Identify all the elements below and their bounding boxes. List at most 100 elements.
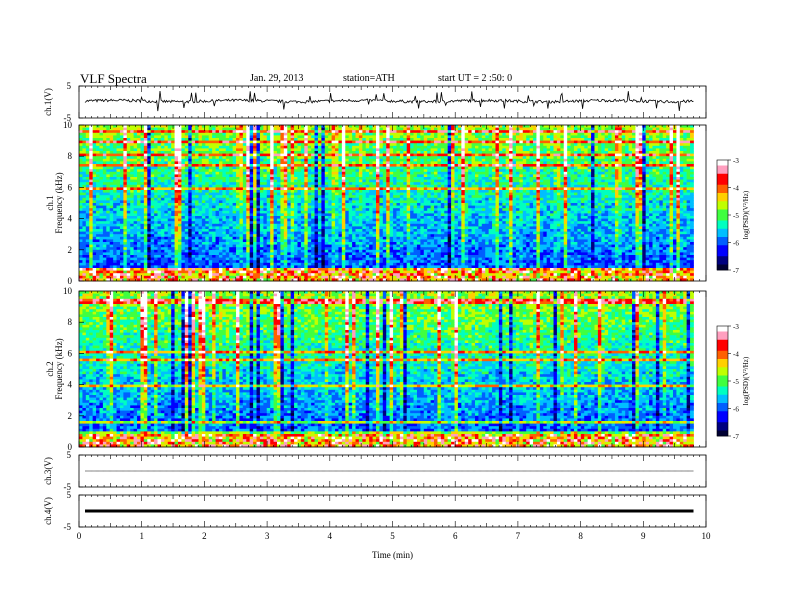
- spectrogram-cell: [454, 161, 459, 165]
- spectrogram-cell: [355, 166, 360, 170]
- spectrogram-cell: [324, 182, 329, 186]
- spectrogram-cell: [195, 125, 199, 128]
- spectrogram-cell: [273, 166, 278, 170]
- spectrogram-cell: [505, 174, 510, 178]
- spectrogram-cell: [526, 171, 531, 175]
- spectrogram-cell: [369, 153, 373, 157]
- spectrogram-cell: [529, 148, 534, 152]
- spectrogram-cell: [632, 169, 636, 173]
- spectrogram-cell: [522, 174, 527, 178]
- spectrogram-cell: [201, 177, 206, 180]
- spectrogram-cell: [283, 184, 288, 188]
- spectrogram-cell: [355, 161, 360, 165]
- spectrogram-cell: [321, 158, 326, 162]
- spectrogram-cell: [635, 182, 640, 186]
- spectrogram-cell: [611, 127, 616, 131]
- spectrogram-cell: [113, 151, 117, 154]
- spectrogram-cell: [242, 140, 247, 144]
- spectrogram-cell: [522, 132, 527, 136]
- spectrogram-cell: [396, 132, 401, 136]
- spectrogram-cell: [276, 187, 281, 191]
- spectrogram-cell: [386, 145, 391, 149]
- spectrogram-cell: [539, 182, 544, 186]
- spectrogram-cell: [137, 140, 141, 144]
- spectrogram-cell: [85, 127, 90, 131]
- spectrogram-cell: [205, 145, 210, 149]
- spectrogram-cell: [130, 187, 135, 191]
- spectrogram-cell: [160, 135, 165, 139]
- spectrogram-cell: [652, 174, 657, 178]
- spectrogram-cell: [577, 130, 582, 134]
- spectrogram-cell: [659, 158, 664, 162]
- spectrogram-cell: [201, 182, 206, 186]
- spectrogram-cell: [594, 127, 599, 131]
- spectrogram-cell: [454, 182, 459, 186]
- spectrogram-cell: [119, 148, 124, 152]
- spectrogram-cell: [181, 164, 186, 167]
- spectrogram-cell: [416, 148, 421, 152]
- spectrogram-cell: [331, 179, 336, 183]
- spectrogram-cell: [451, 145, 455, 149]
- spectrogram-cell: [82, 148, 87, 152]
- spectrogram-cell: [464, 125, 469, 128]
- spectrogram-cell: [345, 158, 350, 162]
- spectrogram-cell: [341, 179, 346, 183]
- spectrogram-cell: [420, 148, 425, 152]
- spectrogram-cell: [297, 187, 302, 191]
- spectrogram-cell: [215, 125, 220, 128]
- spectrogram-cell: [92, 171, 97, 175]
- spectrogram-cell: [106, 182, 111, 186]
- spectrogram-cell: [157, 174, 162, 178]
- spectrogram-cell: [485, 182, 490, 186]
- spectrogram-cell: [89, 138, 94, 141]
- spectrogram-cell: [181, 138, 186, 141]
- spectrogram-cell: [362, 187, 367, 191]
- spectrogram-cell: [341, 138, 346, 141]
- spectrogram-cell: [614, 148, 619, 152]
- spectrogram-cell: [287, 184, 292, 188]
- spectrogram-cell: [290, 127, 295, 131]
- spectrogram-cell: [608, 125, 612, 128]
- spectrogram-cell: [580, 127, 585, 131]
- spectrogram-cell: [447, 138, 452, 141]
- spectrogram-cell: [150, 161, 155, 165]
- spectrogram-cell: [519, 166, 524, 170]
- spectrogram-cell: [396, 182, 401, 186]
- spectrogram-cell: [635, 190, 640, 193]
- spectrogram-cell: [522, 161, 527, 165]
- spectrogram-cell: [188, 187, 193, 191]
- spectrogram-cell: [154, 151, 158, 154]
- spectrogram-cell: [451, 135, 455, 139]
- spectrogram-cell: [642, 169, 647, 173]
- spectrogram-cell: [85, 156, 90, 160]
- spectrogram-cell: [498, 143, 503, 147]
- spectrogram-cell: [358, 169, 363, 173]
- spectrogram-cell: [191, 158, 196, 162]
- spectrogram-cell: [478, 138, 483, 141]
- spectrogram-cell: [341, 184, 346, 188]
- spectrogram-cell: [536, 138, 541, 141]
- spectrogram-cell: [225, 192, 230, 196]
- spectrogram-cell: [420, 166, 425, 170]
- spectrogram-cell: [259, 130, 264, 134]
- spectrogram-cell: [683, 143, 688, 147]
- spectrogram-cell: [618, 169, 623, 173]
- spectrogram-cell: [358, 158, 363, 162]
- spectrogram-cell: [276, 169, 281, 173]
- spectrogram-cell: [536, 166, 541, 170]
- spectrogram-cell: [249, 169, 254, 173]
- spectrogram-cell: [242, 164, 247, 167]
- spectrogram-cell: [147, 140, 152, 144]
- spectrogram-cell: [242, 171, 247, 175]
- spectrogram-cell: [591, 179, 595, 183]
- spectrogram-cell: [556, 182, 561, 186]
- spectrogram-cell: [519, 153, 524, 157]
- spectrogram-cell: [369, 179, 373, 183]
- spectrogram-cell: [608, 153, 612, 157]
- spectrogram-cell: [236, 190, 240, 193]
- spectrogram-cell: [396, 143, 401, 147]
- spectrogram-cell: [328, 135, 333, 139]
- spectrogram-cell: [246, 177, 251, 180]
- spectrogram-cell: [481, 171, 486, 175]
- spectrogram-cell: [437, 190, 442, 193]
